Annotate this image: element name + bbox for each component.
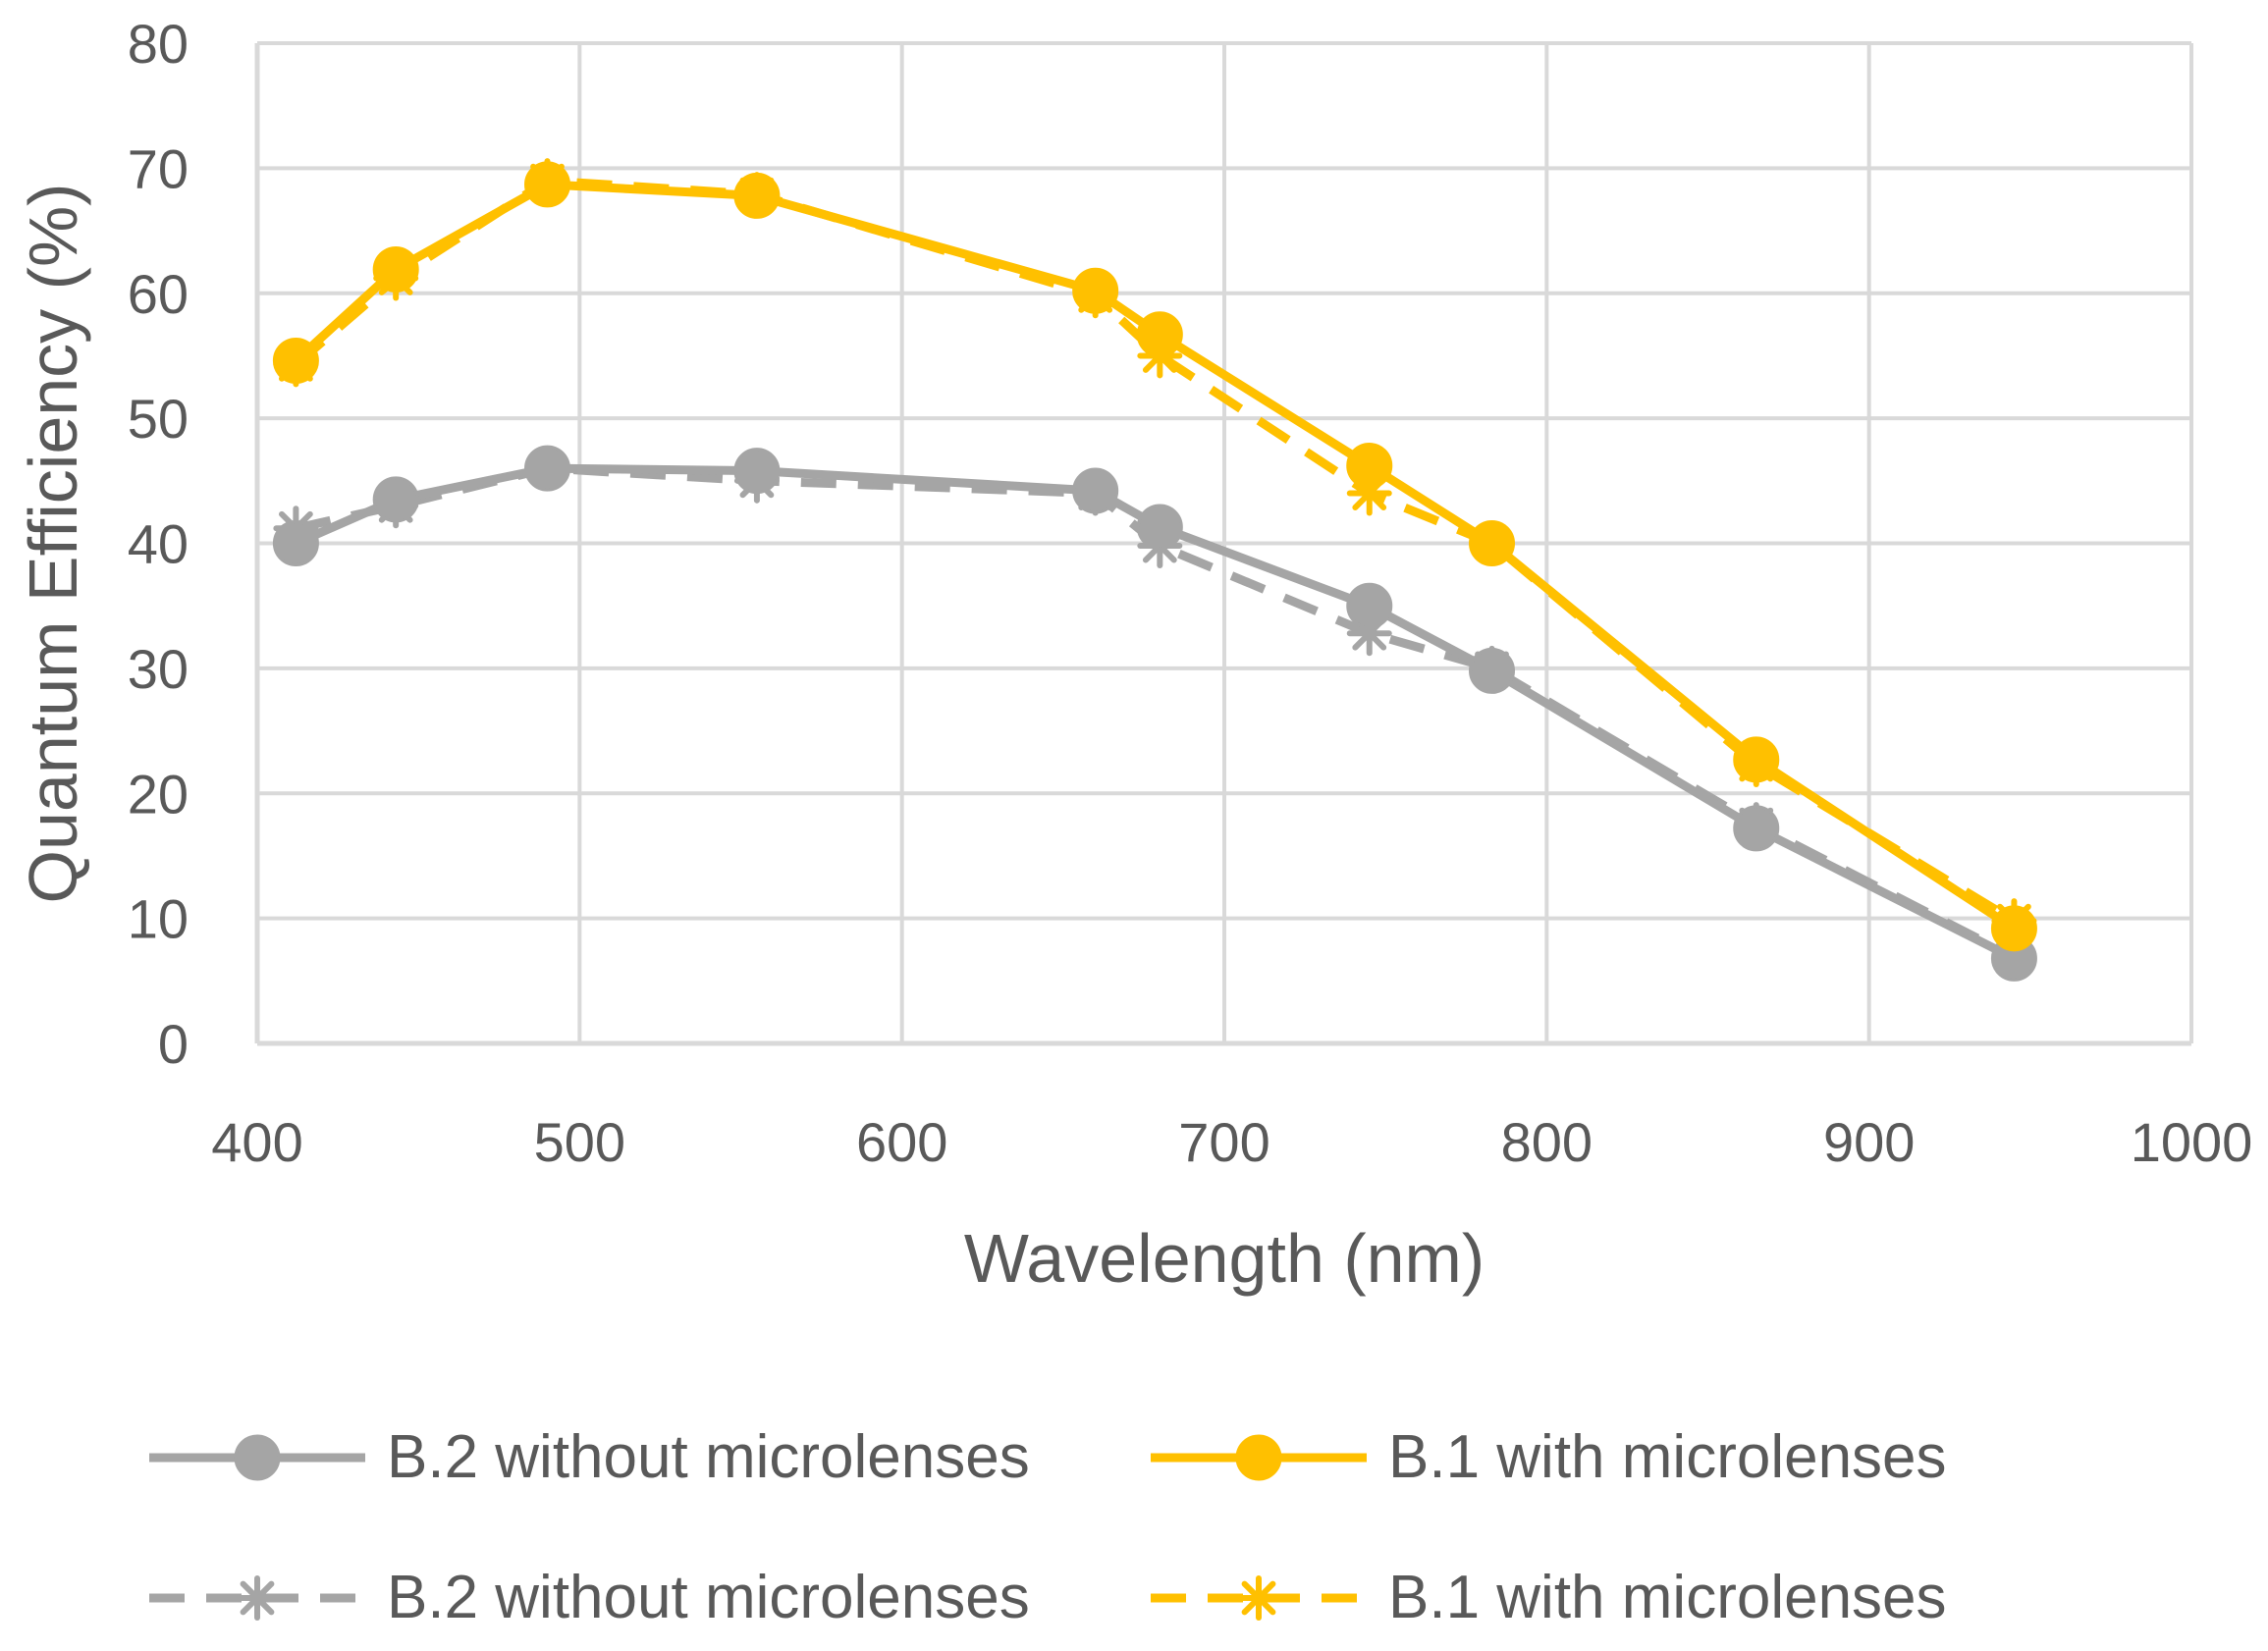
x-tick-label-3: 700 [1178, 1111, 1269, 1173]
series-1-point-7 [1469, 520, 1516, 566]
legend-label-3: B.1 with microlenses [1388, 1564, 1947, 1631]
series-1-point-6 [1346, 443, 1393, 490]
y-tick-label-8: 80 [128, 13, 189, 75]
y-tick-label-5: 50 [128, 388, 189, 450]
y-tick-label-1: 10 [128, 888, 189, 950]
axes [254, 43, 2191, 1046]
legend-entry-1: B.1 with microlenses [1151, 1423, 1947, 1491]
series-1-point-8 [1733, 736, 1780, 783]
x-tick-label-5: 900 [1823, 1111, 1915, 1173]
x-tick-label-4: 800 [1501, 1111, 1593, 1173]
legend-marker-1 [1235, 1434, 1282, 1481]
x-tick-label-1: 500 [534, 1111, 625, 1173]
y-axis-title: Quantum Efficiency (%) [15, 184, 91, 904]
series-0-point-0 [272, 520, 319, 566]
series-0-point-5 [1136, 504, 1183, 551]
series-1-point-5 [1136, 311, 1183, 358]
series-1-line [293, 180, 2017, 932]
legend-entry-2: B.2 without microlenses [149, 1564, 1030, 1631]
y-tick-label-7: 70 [128, 137, 189, 199]
y-tick-label-6: 60 [128, 263, 189, 325]
legend-label-1: B.1 with microlenses [1388, 1423, 1947, 1491]
series-0-point-3 [733, 448, 781, 495]
y-tick-label-0: 0 [158, 1013, 189, 1075]
x-tick-label-6: 1000 [2131, 1111, 2253, 1173]
legend-entry-3: B.1 with microlenses [1151, 1564, 1947, 1631]
x-axis-title: Wavelength (nm) [964, 1220, 1485, 1297]
series-1 [272, 161, 2037, 952]
series-3-line [293, 176, 2017, 926]
series-1-point-9 [1990, 905, 2037, 952]
series-1-point-1 [372, 246, 419, 293]
legend: B.2 without microlenses B.1 with microlen… [149, 1423, 1947, 1631]
series-1-point-0 [272, 338, 319, 385]
series-0-point-6 [1346, 582, 1393, 629]
y-tick-label-4: 40 [128, 513, 189, 575]
x-tick-label-2: 600 [856, 1111, 947, 1173]
grid-lines [255, 41, 2193, 1045]
series-0-point-7 [1469, 647, 1516, 694]
series-1-point-3 [733, 172, 781, 219]
y-tick-label-2: 20 [128, 763, 189, 825]
series-layer [272, 158, 2037, 982]
series-0-point-4 [1072, 467, 1119, 514]
legend-marker-0 [234, 1434, 281, 1481]
series-0-point-2 [524, 445, 570, 492]
series-0-point-1 [372, 476, 419, 523]
legend-marker-2 [235, 1575, 280, 1621]
series-0-point-8 [1733, 805, 1780, 852]
series-1-point-2 [524, 161, 570, 208]
tick-labels: 0 10 20 30 40 50 60 70 80 400 500 600 700 800 900 1000 [128, 13, 2253, 1173]
legend-label-2: B.2 without microlenses [387, 1564, 1030, 1631]
series-1-point-4 [1072, 267, 1119, 314]
series-0 [272, 445, 2037, 982]
series-0-line [294, 463, 2017, 963]
y-tick-label-3: 30 [128, 638, 189, 700]
legend-label-0: B.2 without microlenses [387, 1423, 1030, 1491]
legend-marker-3 [1236, 1575, 1281, 1621]
x-tick-label-0: 400 [211, 1111, 302, 1173]
legend-entry-0: B.2 without microlenses [149, 1423, 1030, 1491]
